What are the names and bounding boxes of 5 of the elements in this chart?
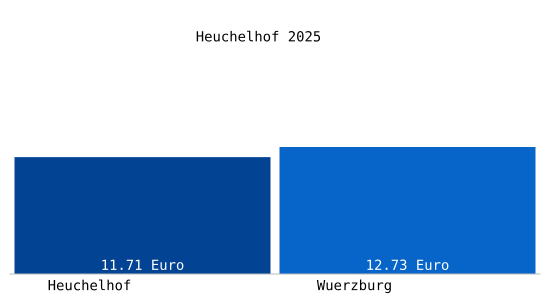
data-label: 12.73 Euro <box>367 260 448 270</box>
chart-title: Heuchelhof 2025 <box>196 30 320 42</box>
data-label: 11.71 Euro <box>102 260 184 270</box>
x-tick-label: Heuchelhof <box>48 280 130 290</box>
x-tick-label: Wuerzburg <box>316 280 391 294</box>
